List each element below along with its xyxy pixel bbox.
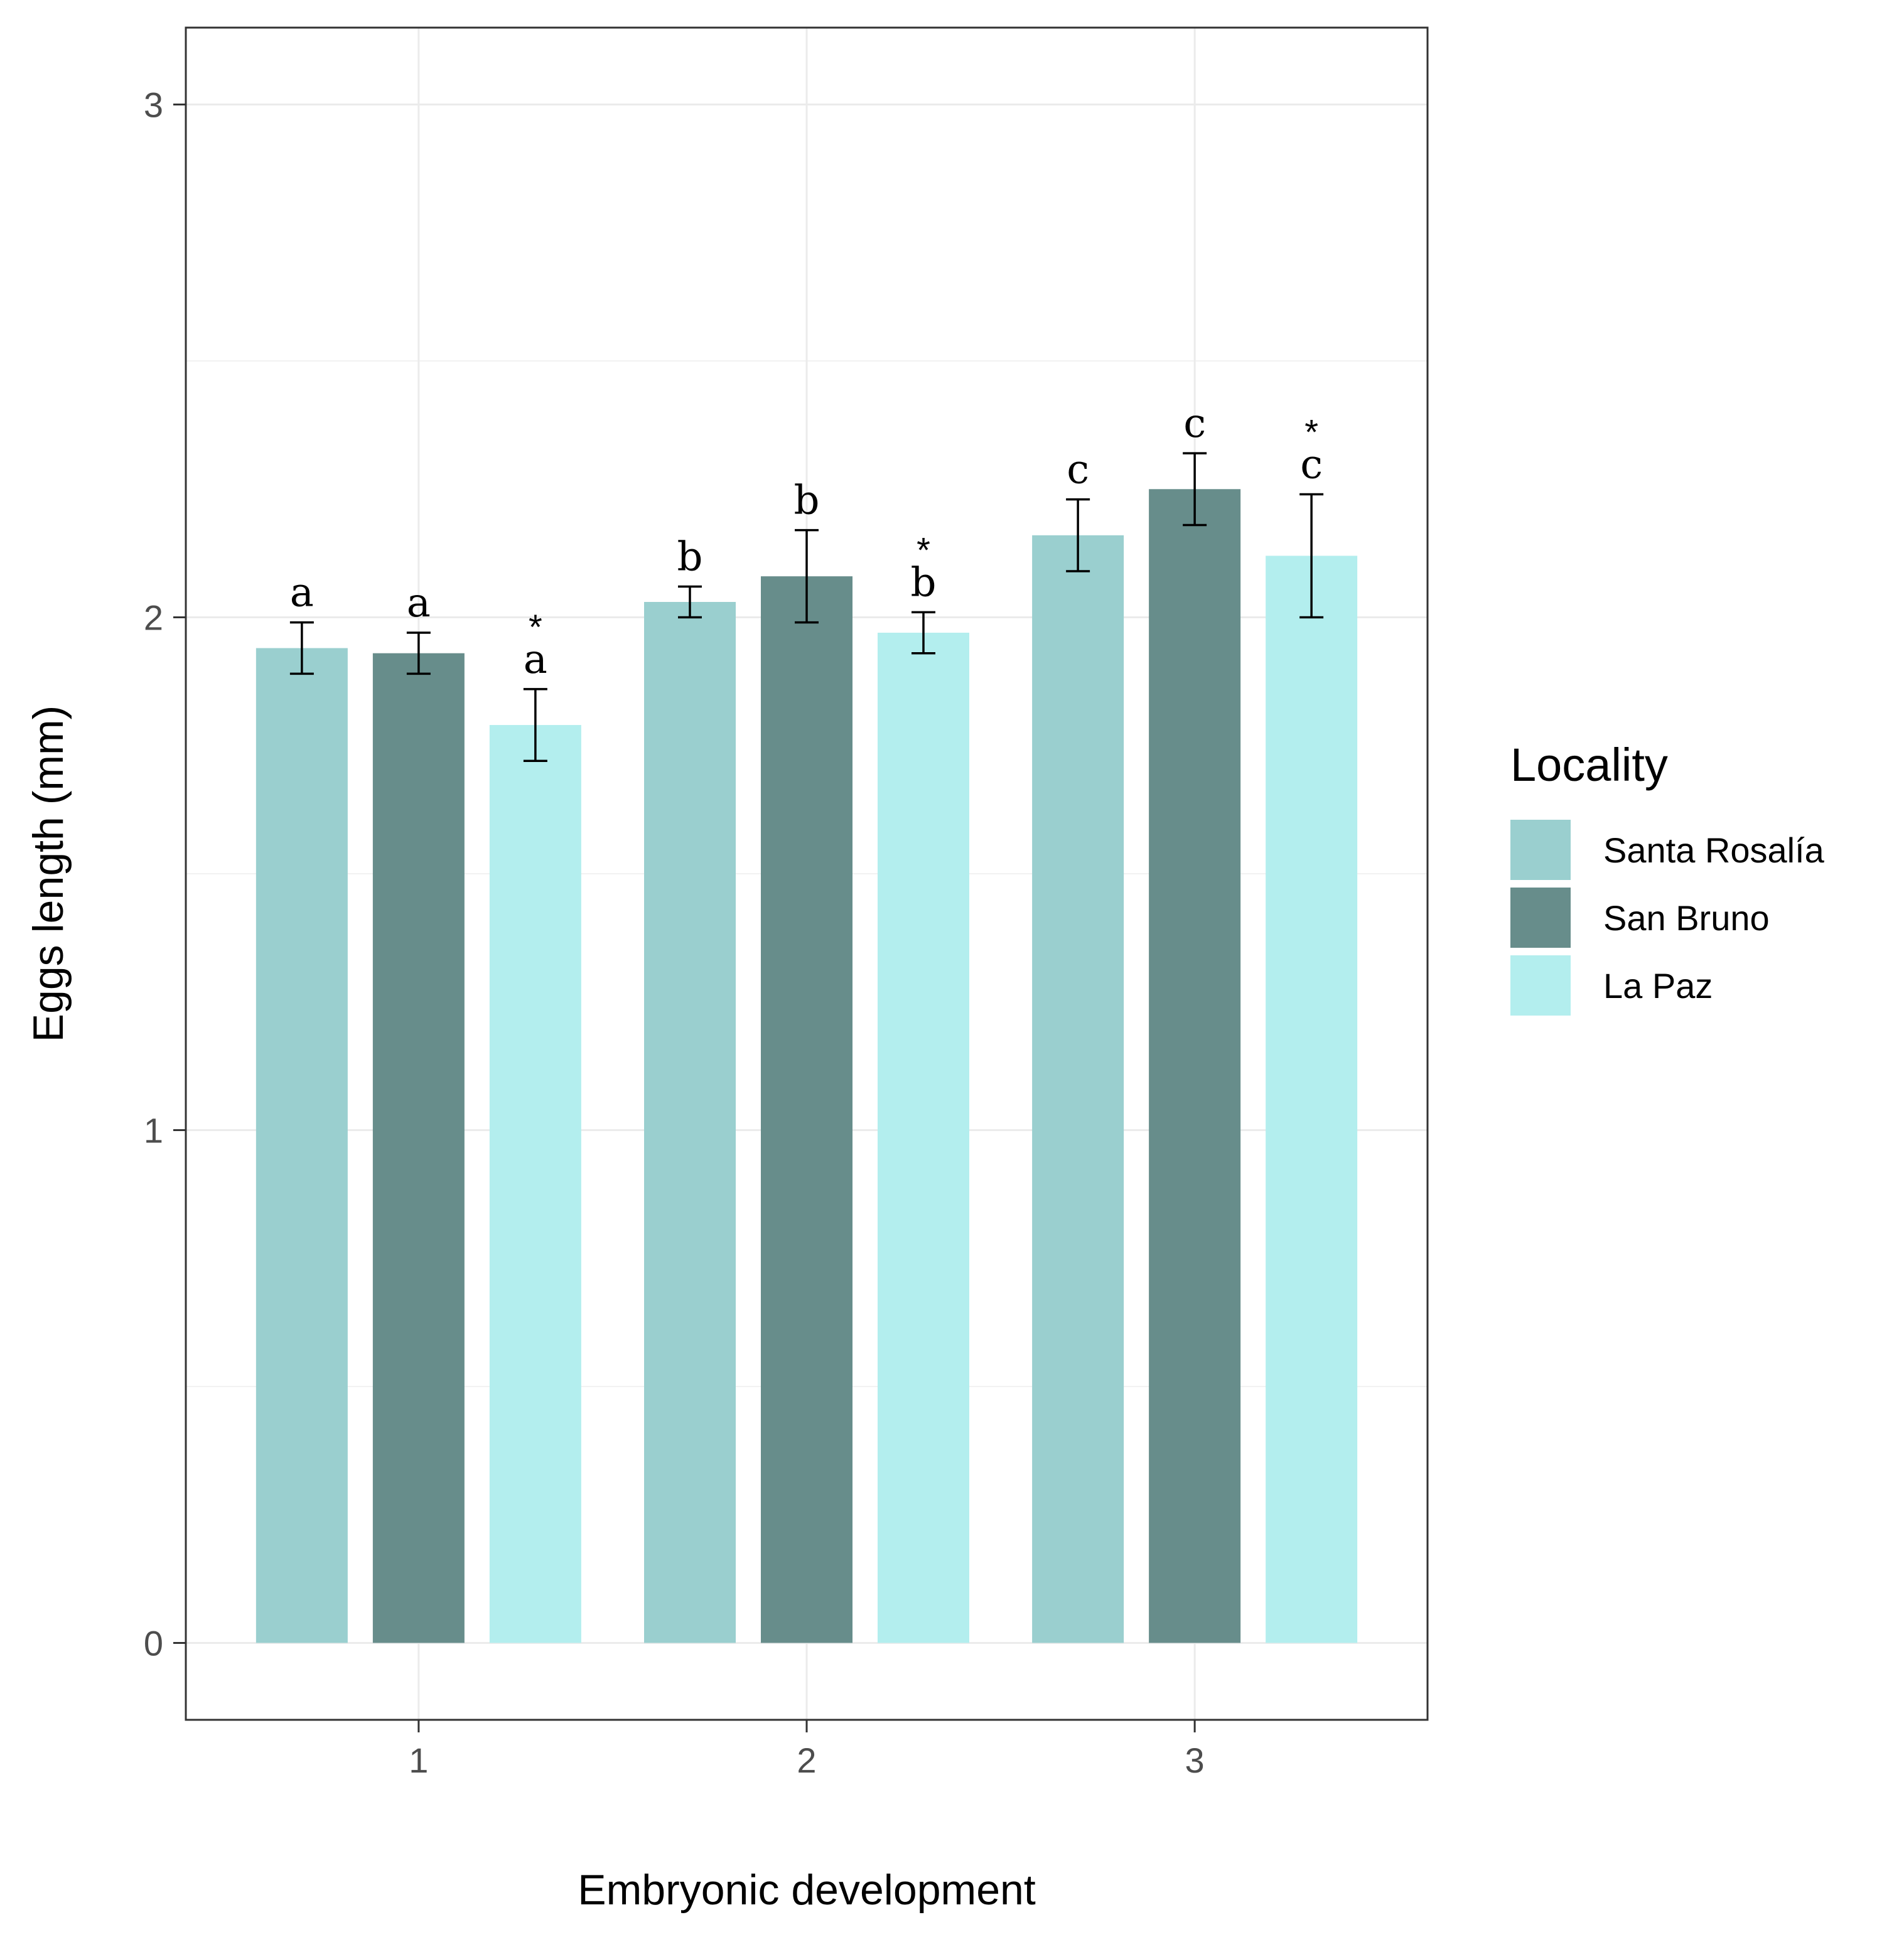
legend-swatch [1510,888,1571,948]
significance-letter: a [407,580,431,626]
x-tick-label: 2 [797,1741,816,1780]
error-bar [406,631,431,675]
legend-swatch [1510,820,1571,880]
error-bar [1066,498,1090,572]
error-bar [1183,452,1207,527]
significance-star: * [529,607,542,647]
x-axis: 1 2 3 [409,1720,1205,1780]
legend-label: Santa Rosalía [1603,830,1825,870]
significance-letter: a [290,570,314,616]
bar [761,576,852,1643]
error-bar [912,611,935,655]
bar [1266,555,1358,1643]
significance-letter: c [1300,441,1323,488]
bar [255,648,348,1643]
significance-star: * [917,530,930,569]
y-tick-label: 2 [144,598,163,638]
bar [878,633,969,1643]
legend-items: Santa Rosalía San Bruno La Paz [1510,820,1825,1016]
significance-letter: a [524,636,547,683]
legend-title: Locality [1510,739,1668,791]
bars-layer [255,489,1358,1643]
legend-label: San Bruno [1603,898,1770,938]
error-bars-layer [289,452,1324,763]
bar [372,653,465,1643]
significance-letter: b [677,534,703,580]
legend-swatch [1510,955,1571,1016]
y-tick-label: 3 [144,85,163,125]
y-axis-title: Eggs length (mm) [24,706,72,1043]
significance-letter: c [1067,447,1089,493]
error-bar [795,529,819,624]
x-axis-title: Embryonic development [578,1866,1036,1914]
significance-letter: b [794,478,820,524]
significance-letter: b [911,559,937,606]
y-tick-label: 0 [144,1623,163,1663]
error-bar [289,621,314,675]
y-tick-label: 1 [144,1110,163,1150]
bar [644,602,736,1643]
bar [1032,535,1124,1643]
error-bar [678,585,702,619]
x-tick-label: 3 [1185,1741,1205,1780]
error-bar [1299,493,1324,619]
legend: Locality Santa Rosalía San Bruno La Paz [1510,739,1825,1016]
bar [489,725,581,1643]
significance-letter: c [1183,400,1206,447]
legend-label: La Paz [1603,966,1713,1006]
y-axis: 0 1 2 3 [144,85,186,1663]
bar [1149,489,1241,1643]
significance-star: * [1304,412,1318,451]
x-tick-label: 1 [409,1741,428,1780]
error-bar [523,688,547,763]
